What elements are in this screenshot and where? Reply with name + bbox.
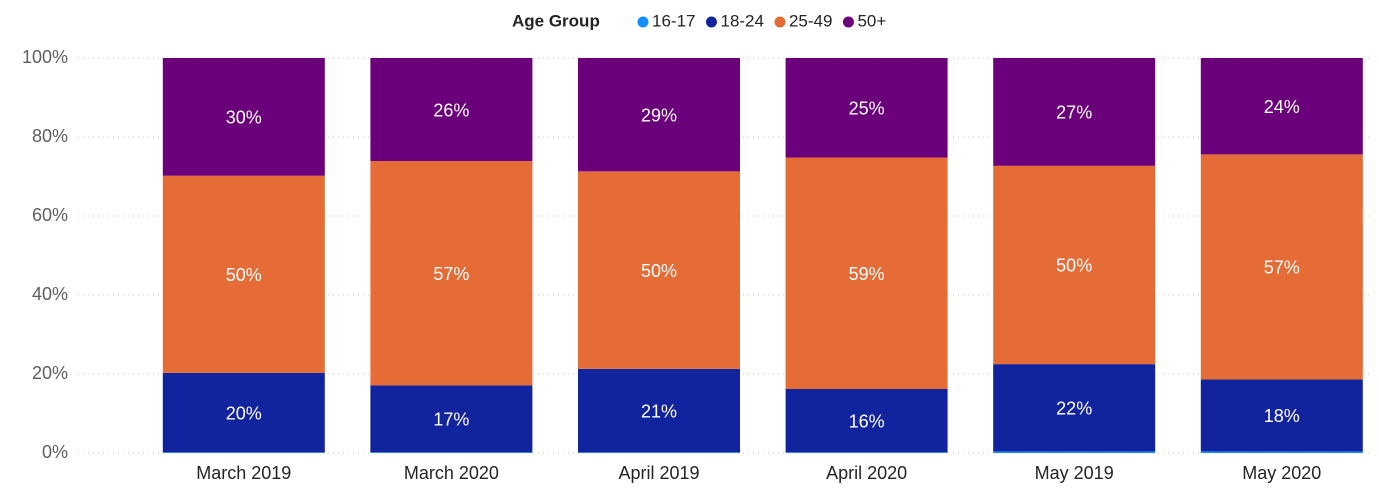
bar-segment xyxy=(370,58,533,162)
bar-segment xyxy=(1200,379,1363,452)
legend-label: 50+ xyxy=(857,11,886,30)
bar-segment xyxy=(993,58,1156,166)
bar-segment xyxy=(993,364,1156,452)
legend-marker xyxy=(637,16,649,28)
bar-segment xyxy=(578,171,740,369)
data-label: 18% xyxy=(1264,406,1300,426)
data-label: 29% xyxy=(641,105,677,125)
data-label: 30% xyxy=(226,108,262,128)
legend-marker xyxy=(842,16,854,28)
data-label: 27% xyxy=(1056,103,1092,123)
bar-segment xyxy=(1200,451,1363,453)
y-tick-label: 40% xyxy=(32,284,68,304)
x-tick-label: April 2020 xyxy=(826,463,907,483)
data-label: 24% xyxy=(1264,97,1300,117)
bar-segment xyxy=(1200,58,1363,155)
legend-label: 18-24 xyxy=(720,11,763,30)
bar-segment xyxy=(162,372,325,453)
data-label: 26% xyxy=(433,100,469,120)
y-tick-label: 60% xyxy=(32,205,68,225)
x-tick-label: May 2020 xyxy=(1242,463,1321,483)
bar-segment xyxy=(785,58,948,158)
data-label: 21% xyxy=(641,401,677,421)
bar-segment xyxy=(162,58,325,176)
bar-segment xyxy=(370,385,533,453)
bar-segment xyxy=(785,157,948,390)
legend-marker xyxy=(774,16,786,28)
data-label: 59% xyxy=(849,264,885,284)
bar-segment xyxy=(785,452,948,453)
data-label: 57% xyxy=(433,264,469,284)
legend-label: 16-17 xyxy=(652,11,695,30)
bar-segment xyxy=(578,58,740,172)
bar-segment xyxy=(370,452,533,453)
bar-segment xyxy=(162,452,325,453)
y-tick-label: 80% xyxy=(32,126,68,146)
y-tick-label: 100% xyxy=(22,47,68,67)
data-label: 17% xyxy=(433,410,469,430)
legend-title: Age Group xyxy=(512,11,600,30)
x-tick-label: March 2020 xyxy=(404,463,499,483)
bar-segment xyxy=(578,452,740,453)
legend-marker xyxy=(705,16,717,28)
bar-segment xyxy=(370,161,533,386)
data-label: 50% xyxy=(1056,256,1092,276)
data-label: 50% xyxy=(226,265,262,285)
data-label: 25% xyxy=(849,99,885,119)
bar-segment xyxy=(993,451,1156,453)
y-tick-label: 20% xyxy=(32,363,68,383)
data-label: 22% xyxy=(1056,399,1092,419)
bar-segment xyxy=(162,175,325,373)
bar-segment xyxy=(578,368,740,453)
x-tick-label: March 2019 xyxy=(196,463,291,483)
x-tick-label: May 2019 xyxy=(1035,463,1114,483)
data-label: 20% xyxy=(226,403,262,423)
x-tick-label: April 2019 xyxy=(618,463,699,483)
data-label: 57% xyxy=(1264,258,1300,278)
bar-segment xyxy=(1200,154,1363,380)
data-label: 50% xyxy=(641,261,677,281)
bar-segment xyxy=(993,165,1156,365)
data-label: 16% xyxy=(849,411,885,431)
y-tick-label: 0% xyxy=(42,442,68,462)
bar-segment xyxy=(785,389,948,453)
legend-label: 25-49 xyxy=(789,11,832,30)
